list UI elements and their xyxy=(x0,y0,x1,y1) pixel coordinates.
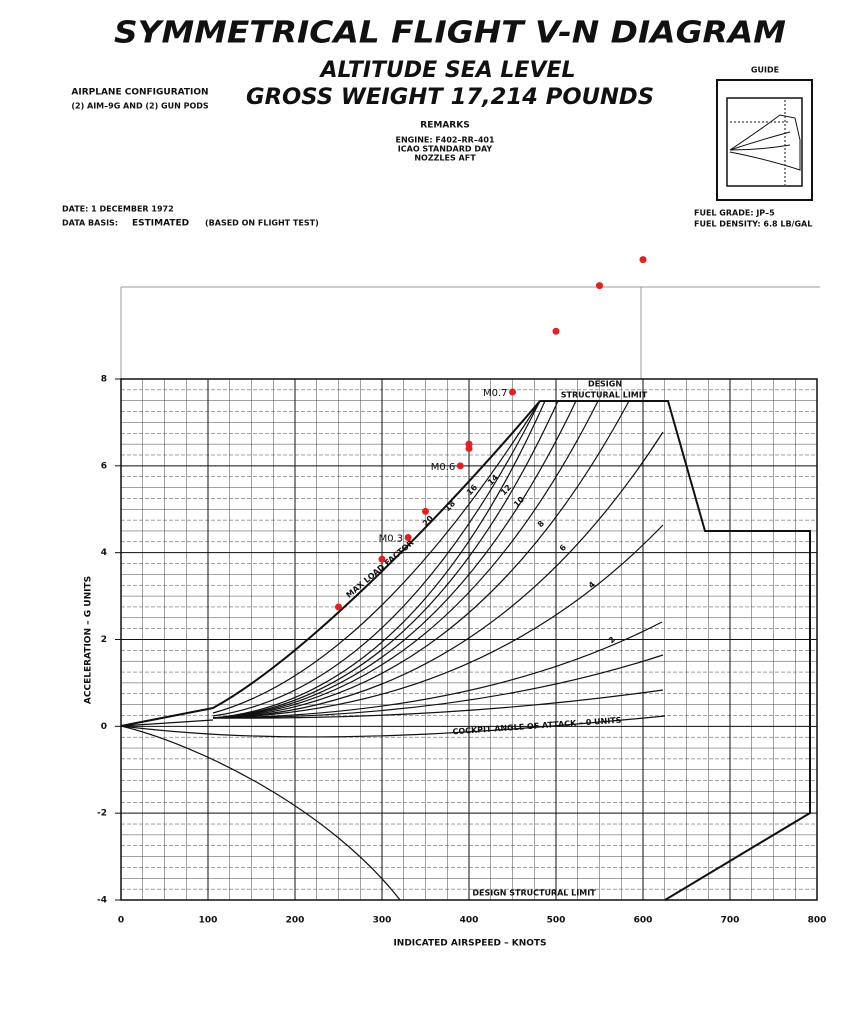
config: (2) AIM–9G AND (2) GUN PODS xyxy=(71,102,209,111)
basis: ESTIMATED xyxy=(132,219,189,229)
turn-rate-label: 14 xyxy=(486,473,501,488)
chart-subtitle: GROSS WEIGHT 17,214 POUNDS xyxy=(246,85,654,110)
turn-rate-label: 2 xyxy=(607,635,617,645)
frame-lines xyxy=(120,286,820,379)
point xyxy=(509,388,516,396)
y-tick-label: 0 xyxy=(101,722,107,732)
point-label: M0.7 xyxy=(483,388,508,399)
point xyxy=(456,462,464,470)
guide-icon xyxy=(716,79,813,201)
y-tick-label: 2 xyxy=(101,635,107,645)
point-label: M0.6 xyxy=(431,462,456,473)
x-tick-label: 200 xyxy=(286,916,305,926)
curve-label: MAX LOAD FACTOR xyxy=(344,538,415,600)
basis-label: DATA BASIS: xyxy=(62,219,118,228)
date: DATE: 1 DECEMBER 1972 xyxy=(62,205,174,214)
point xyxy=(465,440,473,448)
point xyxy=(422,507,429,515)
vn-curves xyxy=(120,400,811,901)
remarks: ICAO STANDARD DAY xyxy=(398,145,493,154)
chart-title: SYMMETRICAL FLIGHT V-N DIAGRAM xyxy=(114,16,786,51)
point xyxy=(596,282,603,290)
remarks: NOZZLES AFT xyxy=(414,154,476,163)
guide-label: GUIDE xyxy=(751,66,779,75)
fuel-grade: FUEL GRADE: JP–5 xyxy=(694,209,775,218)
point xyxy=(404,533,412,541)
y-tick-label: 8 xyxy=(101,375,107,385)
config-title: AIRPLANE CONFIGURATION xyxy=(71,88,208,98)
x-axis-label: INDICATED AIRSPEED – KNOTS xyxy=(393,939,546,949)
x-tick-label: 800 xyxy=(808,916,827,926)
x-tick-label: 600 xyxy=(634,916,653,926)
x-tick-label: 300 xyxy=(373,916,392,926)
y-tick-label: 4 xyxy=(101,548,107,558)
point xyxy=(639,256,647,264)
x-tick-label: 500 xyxy=(547,916,566,926)
y-tick-label: -2 xyxy=(97,809,107,819)
basis-note: (BASED ON FLIGHT TEST) xyxy=(205,219,319,228)
fuel-density: FUEL DENSITY: 6.8 LB/GAL xyxy=(694,220,812,229)
y-tick-label: 6 xyxy=(101,461,107,471)
turn-rate-label: 4 xyxy=(587,580,598,591)
remarks-title: REMARKS xyxy=(420,121,469,131)
turn-rate-label: 20 xyxy=(421,514,436,529)
curve-label: DESIGN xyxy=(588,380,622,389)
turn-rate-label: 8 xyxy=(536,519,547,530)
y-tick-label: -4 xyxy=(97,896,107,906)
x-tick-label: 100 xyxy=(199,916,218,926)
point xyxy=(335,603,342,611)
curve-label: STRUCTURAL LIMIT xyxy=(561,391,648,400)
point xyxy=(378,555,386,563)
turn-rate-label: 6 xyxy=(558,543,569,554)
point xyxy=(552,327,560,335)
turn-rate-label: 18 xyxy=(443,499,458,514)
turn-rate-label: 12 xyxy=(499,483,513,497)
remarks: ENGINE: F402–RR–401 xyxy=(395,136,494,145)
curve-label: COCKPIT ANGLE OF ATTACK – 0 UNITS xyxy=(452,716,622,737)
grid xyxy=(120,378,818,901)
x-tick-label: 0 xyxy=(118,916,124,926)
y-axis-label: ACCELERATION – G UNITS xyxy=(84,576,94,704)
x-tick-label: 400 xyxy=(460,916,479,926)
point-label: M0.3 xyxy=(379,533,404,544)
x-tick-label: 700 xyxy=(721,916,740,926)
curve-label: DESIGN STRUCTURAL LIMIT xyxy=(472,889,596,898)
chart-subtitle: ALTITUDE SEA LEVEL xyxy=(318,58,575,83)
